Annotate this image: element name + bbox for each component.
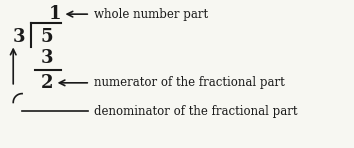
Text: denominator of the fractional part: denominator of the fractional part xyxy=(94,105,298,118)
Text: 5: 5 xyxy=(40,28,53,46)
Text: numerator of the fractional part: numerator of the fractional part xyxy=(94,76,285,89)
Text: 3: 3 xyxy=(40,49,53,67)
Text: 3: 3 xyxy=(13,28,25,46)
Text: 1: 1 xyxy=(48,5,61,23)
Text: whole number part: whole number part xyxy=(94,8,208,21)
Text: 2: 2 xyxy=(40,74,53,92)
